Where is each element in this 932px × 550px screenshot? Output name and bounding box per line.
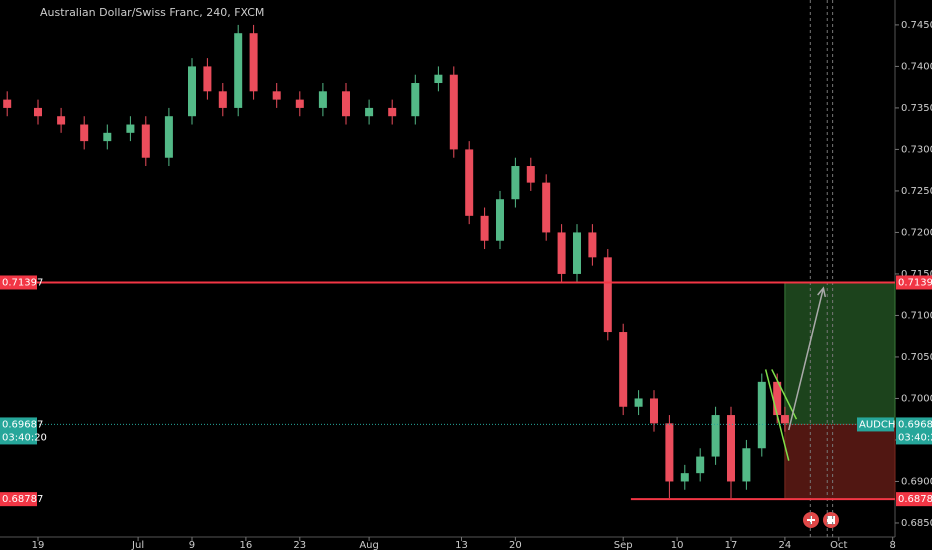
candle-body — [757, 381, 766, 449]
countdown-right: 03:40:20 — [898, 432, 932, 443]
candle-body — [572, 232, 581, 274]
candle-body — [341, 91, 350, 117]
x-tick-label: 19 — [32, 540, 45, 550]
chart-title: Australian Dollar/Swiss Franc, 240, FXCM — [40, 6, 264, 19]
y-tick-label: 0.73500 — [901, 103, 932, 114]
countdown-left-box — [0, 430, 37, 445]
candle-body — [295, 99, 304, 108]
x-tick-label: 16 — [240, 540, 253, 550]
profit-zone — [784, 281, 896, 425]
candle-body — [696, 456, 705, 474]
y-tick-label: 0.68500 — [901, 518, 932, 529]
candle-body — [711, 415, 720, 457]
level-label-left-box — [0, 492, 37, 507]
y-tick-label: 0.74000 — [901, 61, 932, 72]
last-price-left: 0.69687 — [2, 419, 43, 430]
candle-body — [249, 33, 258, 92]
candle-body — [526, 166, 535, 183]
last-price-right-box — [896, 417, 932, 432]
candle-body — [649, 398, 658, 424]
wedge-line — [764, 369, 790, 461]
candle-body — [542, 182, 551, 233]
candle-body — [588, 232, 597, 258]
level-label-right-box — [896, 275, 932, 290]
level-label-left: 0.68787 — [2, 494, 43, 505]
candle-body — [780, 415, 789, 424]
candle-body — [773, 381, 782, 416]
last-price-right: 0.69687 — [898, 419, 932, 430]
level-label-left: 0.71397 — [2, 277, 43, 288]
candle-body — [33, 107, 42, 117]
candle-body — [411, 83, 420, 117]
y-tick-label: 0.72000 — [901, 227, 932, 238]
candle-body — [164, 116, 173, 158]
candle-body — [365, 107, 374, 117]
y-tick-label: 0.72500 — [901, 186, 932, 197]
y-tick-label: 0.71500 — [901, 269, 932, 280]
candle-body — [80, 124, 89, 142]
add-icon-glyph — [807, 516, 815, 524]
candle-body — [126, 124, 135, 133]
candle-body — [603, 257, 612, 333]
symbol-label: AUDCHF — [859, 419, 901, 430]
arrow-head — [817, 286, 827, 298]
x-tick-label: 17 — [725, 540, 738, 550]
symbol-label-box — [857, 417, 894, 432]
x-tick-label: Sep — [614, 540, 633, 550]
x-tick-label: Oct — [830, 540, 847, 550]
x-tick-label: Jul — [131, 540, 144, 550]
candle-body — [742, 448, 751, 482]
candle-body — [480, 215, 489, 241]
y-tick-label: 0.70500 — [901, 352, 932, 363]
candle-body — [57, 116, 66, 125]
level-label-right-box — [896, 492, 932, 507]
y-tick-label: 0.69000 — [901, 476, 932, 487]
candle-body — [318, 91, 327, 108]
candle-body — [634, 398, 643, 407]
candle-body — [434, 74, 443, 84]
loss-zone — [784, 423, 896, 500]
y-tick-label: 0.70000 — [901, 393, 932, 404]
x-tick-label: 9 — [189, 540, 195, 550]
y-tick-label: 0.73000 — [901, 144, 932, 155]
candle-body — [495, 199, 504, 241]
candle-body — [726, 415, 735, 482]
candle-body — [388, 107, 397, 117]
candle-body — [557, 232, 566, 274]
x-tick-label: 8 — [890, 540, 896, 550]
candle-body — [511, 166, 520, 200]
countdown-right-box — [896, 430, 932, 445]
x-tick-label: 24 — [779, 540, 792, 550]
x-tick-label: 13 — [455, 540, 468, 550]
level-label-right: 0.71397 — [898, 277, 932, 288]
y-tick-label: 0.71000 — [901, 310, 932, 321]
candle-body — [218, 91, 227, 108]
x-tick-label: 10 — [671, 540, 684, 550]
candle-body — [619, 332, 628, 407]
projection-arrow — [788, 287, 825, 431]
x-tick-label: 23 — [293, 540, 306, 550]
calendar-icon-glyph — [827, 516, 835, 524]
candle-body — [272, 91, 281, 100]
candle-body — [665, 423, 674, 482]
candle-body — [103, 132, 112, 142]
candle-body — [3, 99, 12, 108]
candle-body — [141, 124, 150, 158]
level-label-right: 0.68787 — [898, 494, 932, 505]
candle-body — [449, 74, 458, 150]
candle-body — [465, 149, 474, 216]
countdown-left: 03:40:20 — [2, 432, 47, 443]
candle-body — [680, 473, 689, 482]
x-tick-label: 20 — [509, 540, 522, 550]
candle-body — [234, 33, 243, 108]
level-label-left-box — [0, 275, 37, 290]
y-tick-label: 0.74500 — [901, 20, 932, 31]
wedge-line — [771, 369, 798, 420]
last-price-left-box — [0, 417, 37, 432]
candle-body — [203, 66, 212, 92]
x-tick-label: Aug — [359, 540, 379, 550]
candle-body — [187, 66, 196, 117]
